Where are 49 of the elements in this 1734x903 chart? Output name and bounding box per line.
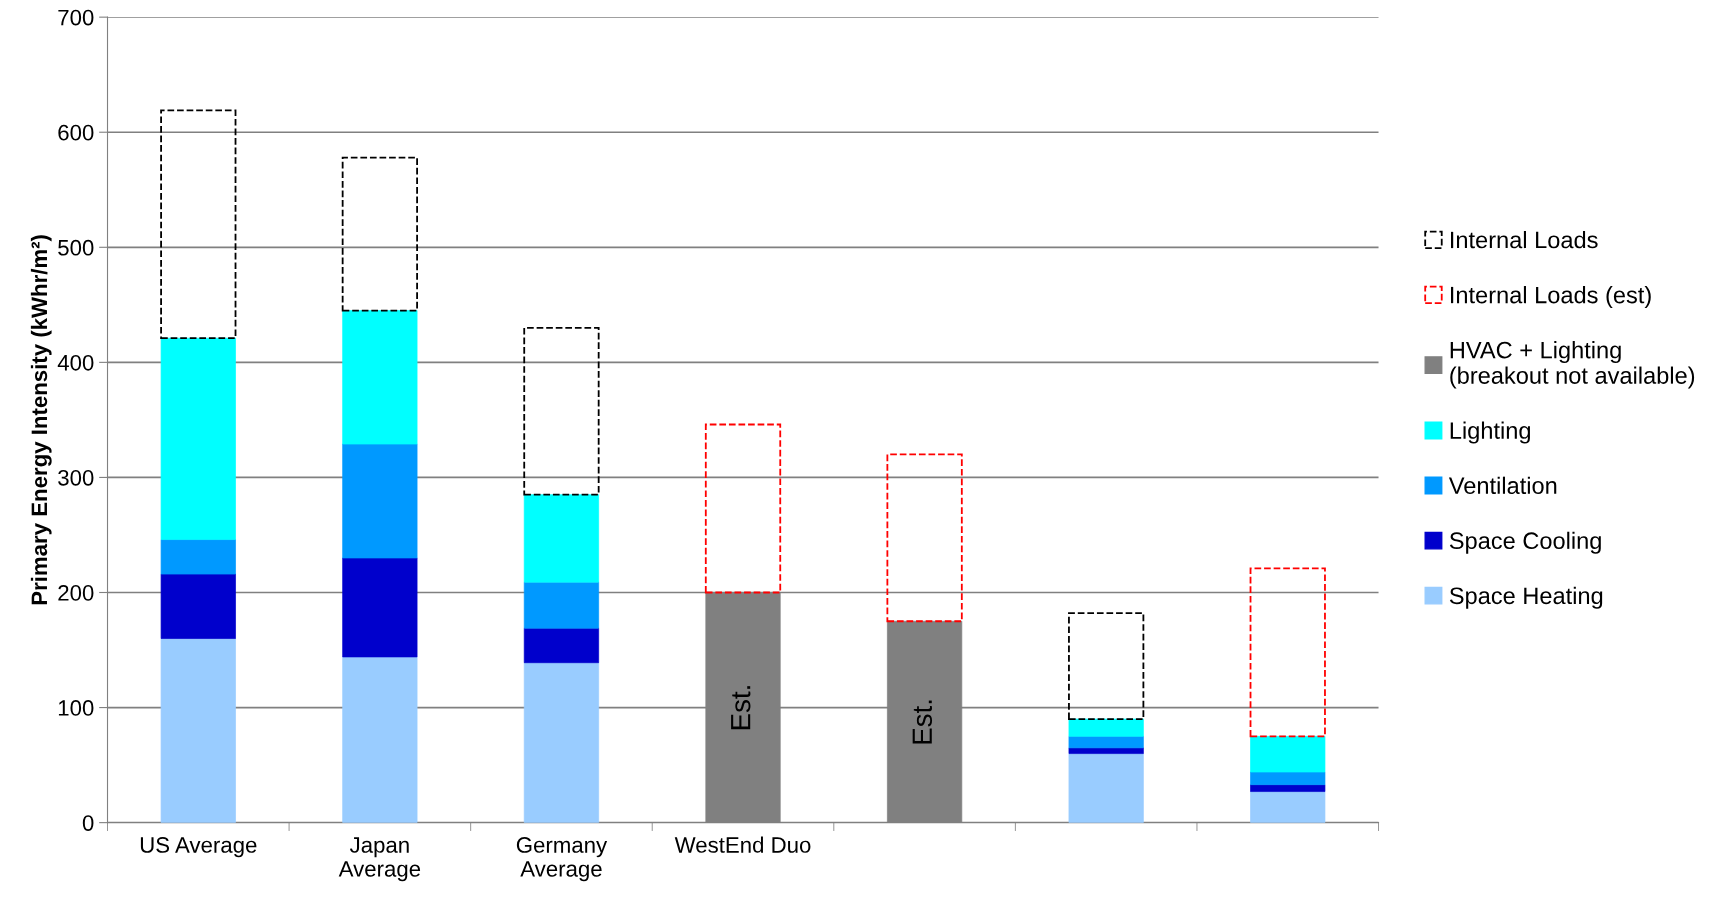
bar (160, 337, 236, 540)
legend-label: Internal Loads (est) (1450, 286, 1651, 309)
bar (1250, 791, 1326, 823)
y-tick-label: 0 (82, 815, 94, 831)
bar (342, 656, 418, 823)
bar (1250, 784, 1326, 792)
bar (342, 443, 418, 559)
legend-label: HVAC + Lighting (breakout not available) (1450, 341, 1695, 389)
bar (342, 557, 418, 658)
bar (342, 310, 418, 445)
y-tick-label: 400 (57, 354, 94, 371)
bar (1068, 612, 1145, 720)
bar (523, 494, 600, 583)
x-tick-label: US Average (140, 837, 257, 858)
bar (1068, 718, 1144, 737)
bar (1250, 735, 1326, 773)
x-tick-label: Japan Average (338, 837, 421, 882)
bar (1068, 753, 1144, 823)
y-tick-label: 500 (58, 239, 94, 256)
legend-label: Internal Loads (1450, 230, 1598, 249)
y-tick-label: 600 (58, 124, 94, 141)
y-tick-label: 300 (58, 469, 94, 486)
bar (1249, 567, 1326, 738)
bar (160, 109, 237, 340)
bar (341, 156, 418, 312)
bar (523, 326, 600, 496)
y-tick-label: 200 (58, 585, 94, 601)
legend-label: Space Heating (1449, 586, 1603, 609)
y-tick-label: 100 (58, 700, 94, 716)
legend-label: Space Cooling (1449, 531, 1601, 554)
bar (1250, 771, 1326, 786)
x-tick-label: WestEnd Duo (674, 836, 811, 853)
legend-label: Lighting (1450, 421, 1530, 444)
data-label: Est. (912, 700, 933, 744)
bar (1068, 747, 1144, 754)
bar (523, 581, 600, 629)
bar (523, 627, 600, 664)
bar (523, 662, 600, 823)
bar (886, 453, 963, 623)
legend-label: Ventilation (1448, 476, 1557, 495)
x-tick-label: Germany Average (516, 837, 608, 882)
bar (160, 638, 236, 823)
bar (704, 423, 782, 594)
y-tick-label: 700 (58, 9, 94, 26)
bar (1068, 735, 1144, 749)
bar (160, 539, 236, 575)
bar (160, 573, 236, 639)
data-label: Est. (731, 686, 751, 730)
y-axis-title: Primary Energy Intensity (kWhr/m²) (30, 235, 52, 605)
